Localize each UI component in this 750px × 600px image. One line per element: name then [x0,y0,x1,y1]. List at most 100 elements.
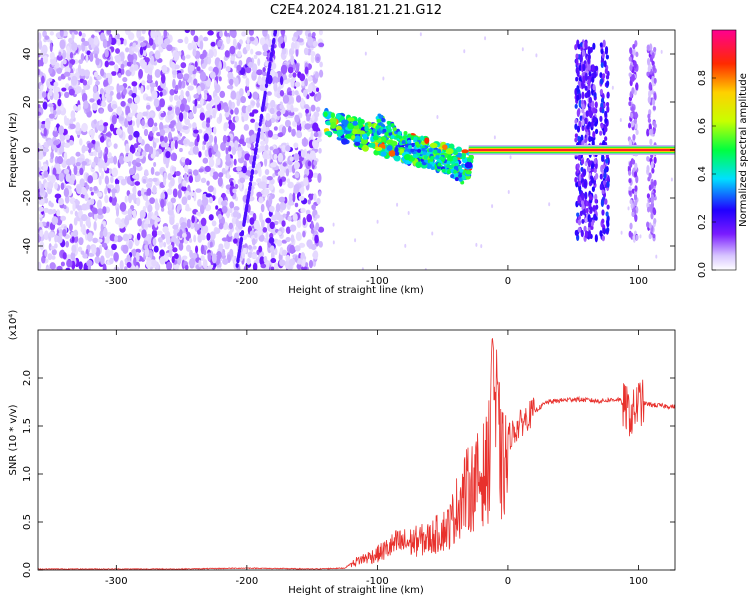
heatmap-cell [364,51,367,56]
heatmap-cell [600,124,604,129]
heatmap-cell [282,95,290,104]
snr-x-label: Height of straight line (km) [288,585,424,596]
heatmap-cell [221,251,226,257]
heatmap-cell [584,137,588,144]
heatmap-cell [601,108,605,114]
heatmap-cell [132,209,137,219]
heatmap-cell [311,204,316,211]
heatmap-cell [176,121,182,132]
heatmap-cell [211,220,217,227]
heatmap-cell [42,30,47,38]
heatmap-cell [581,107,585,114]
heatmap-cell [200,217,207,227]
heatmap-cell [297,259,303,265]
heatmap-cell [262,124,267,133]
heatmap-cell [81,161,88,166]
heatmap-cell [127,97,133,104]
heatmap-cell [242,74,248,79]
heatmap-cell [130,144,134,151]
heatmap-cell [318,147,322,154]
heatmap-cell [386,145,393,152]
x-tick-label: -200 [236,276,259,287]
heatmap-cell [602,139,606,147]
heatmap-cell [140,187,145,197]
heatmap-cell [233,238,238,244]
heatmap-cell [583,225,587,232]
heatmap-cell [38,261,42,270]
heatmap-cell [85,54,89,63]
heatmap-cell [77,104,82,111]
heatmap-cell [152,177,158,183]
heatmap-cell [70,210,74,215]
heatmap-cell [632,167,636,173]
heatmap-cell [259,114,263,120]
heatmap-cell [269,205,275,213]
heatmap-cell [82,40,90,47]
heatmap-cell [80,250,85,255]
heatmap-cell [653,217,657,224]
heatmap-cell [236,50,242,58]
heatmap-cell [140,85,144,94]
heatmap-cell [593,92,597,98]
heatmap-cell [271,39,276,45]
heatmap-cell [302,217,307,226]
heatmap-cell [38,151,44,160]
heatmap-cell [109,90,114,96]
heatmap-cell [128,134,133,141]
heatmap-cell [200,255,205,262]
heatmap-cell [122,77,128,83]
heatmap-cell [264,135,269,145]
heatmap-cell [39,71,43,76]
heatmap-cell [307,75,313,82]
heatmap-cell [169,248,173,258]
heatmap-cell [227,71,234,80]
heatmap-cell [292,213,298,222]
heatmap-cell [163,142,170,148]
heatmap-cell [135,251,140,258]
heatmap-cell [113,155,118,165]
heatmap-cell [394,146,399,153]
heatmap-cell [184,36,189,45]
heatmap-cell [195,245,199,254]
heatmap-cell [464,161,473,169]
heatmap-cell [390,123,395,128]
heatmap-cell [169,216,175,226]
heatmap-cell [287,215,292,222]
heatmap-cell [600,47,604,55]
heatmap-cell [167,208,174,216]
heatmap-cell [590,164,594,169]
heatmap-cell [651,98,656,106]
heatmap-cell [309,150,316,160]
heatmap-cell [148,67,153,76]
heatmap-cell [138,68,143,79]
heatmap-cell [115,207,120,217]
heatmap-cell [458,173,463,178]
heatmap-cell [183,73,190,80]
heatmap-cell [633,118,637,124]
carrier-band-core [468,149,675,151]
heatmap-cell [262,30,268,37]
heatmap-cell [270,162,277,168]
heatmap-cell [493,135,496,140]
heatmap-cell [100,68,105,77]
heatmap-cell [161,64,168,74]
heatmap-cell [240,96,247,104]
heatmap-cell [108,168,113,175]
heatmap-cell [259,212,263,223]
heatmap-cell [209,171,214,177]
heatmap-cell [136,232,141,241]
heatmap-cell [170,197,176,204]
snr-frame [37,329,676,571]
heatmap-cell [214,84,221,94]
heatmap-cell [352,129,358,135]
heatmap-cell [296,263,302,270]
heatmap-cell [199,204,205,215]
heatmap-cell [143,128,149,137]
heatmap-cell [133,143,139,149]
heatmap-cell [206,180,210,186]
heatmap-cell [312,40,318,48]
heatmap-cell [627,122,632,129]
heatmap-cell [59,39,66,50]
heatmap-cell [292,192,296,203]
heatmap-cell [139,41,147,47]
